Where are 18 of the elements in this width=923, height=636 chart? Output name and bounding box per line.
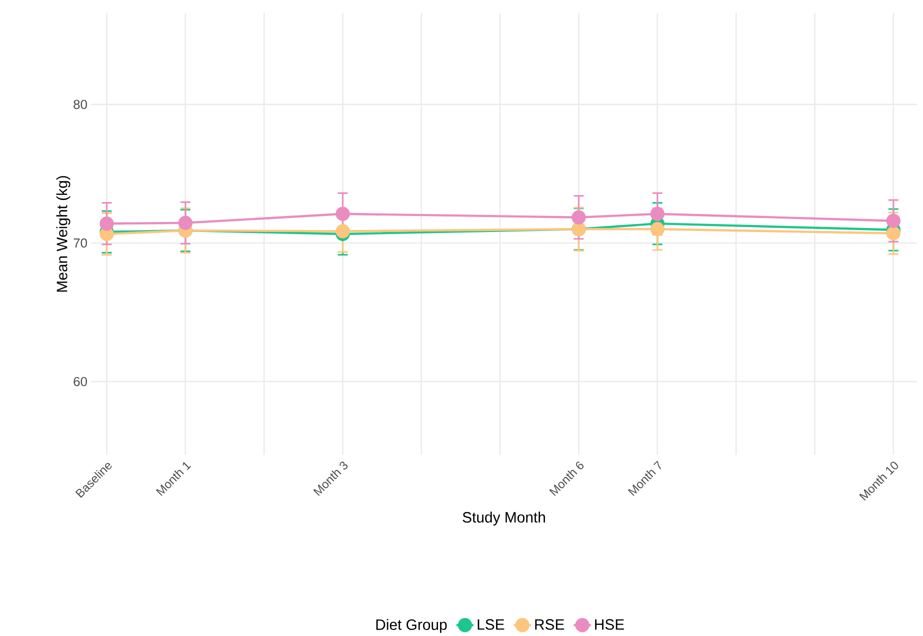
point	[886, 226, 901, 240]
point	[336, 224, 350, 238]
point	[336, 206, 350, 221]
point	[650, 206, 665, 221]
point	[886, 214, 901, 228]
x-axis-title: Study Month	[462, 512, 545, 526]
y-tick-label: 70	[74, 238, 87, 248]
point	[572, 210, 586, 224]
point	[178, 216, 193, 230]
y-tick-label: 60	[74, 376, 87, 386]
legend-title: Diet Group	[376, 618, 447, 633]
legend-label: LSE	[478, 619, 504, 630]
legend-label: HSE	[595, 619, 624, 630]
point	[650, 222, 665, 236]
point	[100, 216, 114, 231]
legend-label: RSE	[535, 619, 564, 630]
y-axis-title: Mean Weight (kg)	[56, 176, 70, 292]
y-tick-label: 80	[74, 100, 87, 110]
